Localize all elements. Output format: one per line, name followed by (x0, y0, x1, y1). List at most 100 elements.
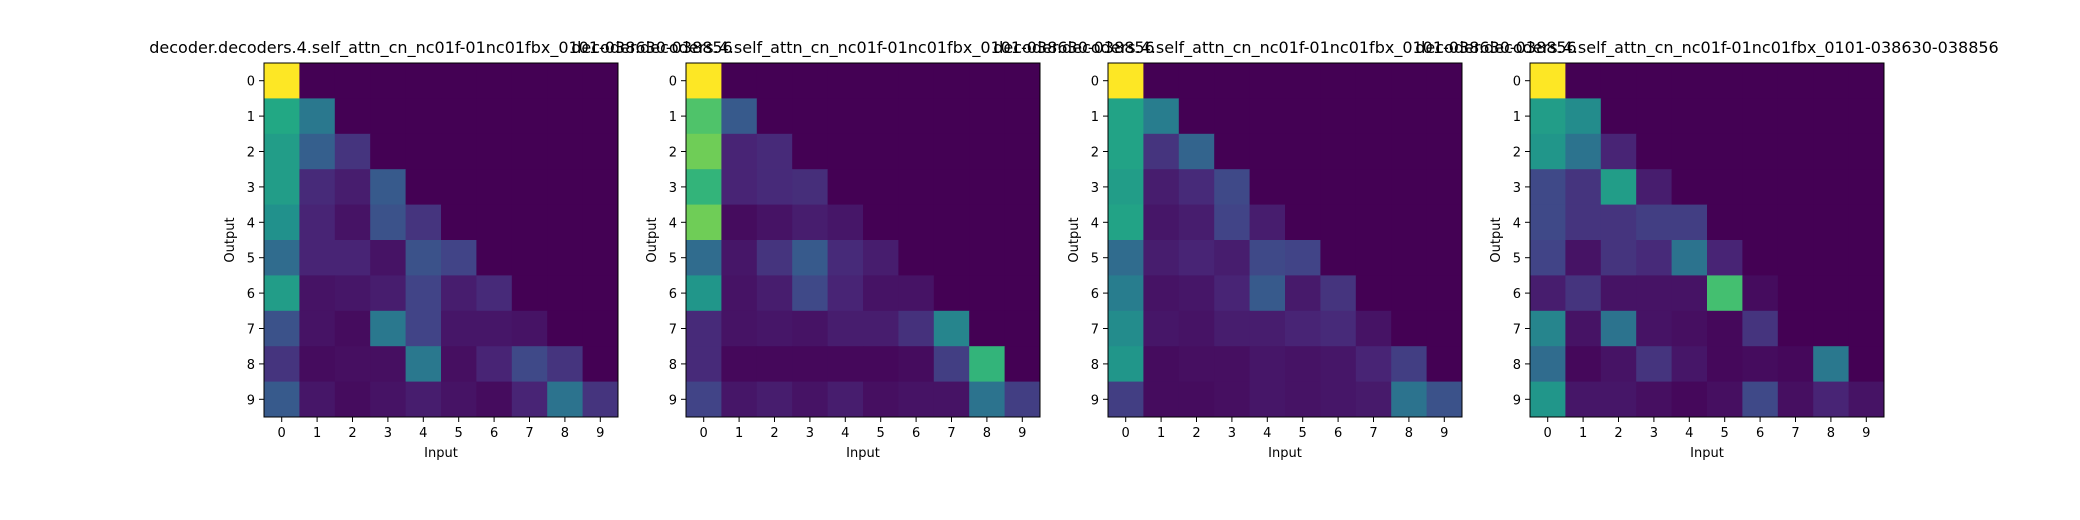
heatmap-cell (1600, 310, 1637, 347)
x-axis-label: Input (1268, 446, 1302, 461)
heatmap-cell (1214, 98, 1251, 135)
heatmap-cell (299, 240, 336, 276)
heatmap-cell (1848, 169, 1885, 206)
x-tick-label: 7 (1791, 426, 1799, 441)
heatmap-cell (1426, 310, 1463, 347)
heatmap-cell (1178, 133, 1215, 170)
heatmap-cell (1178, 310, 1215, 347)
y-tick-label: 2 (669, 146, 677, 161)
heatmap-cell (933, 310, 970, 347)
heatmap-cell (1742, 98, 1779, 135)
heatmap-cell (334, 204, 371, 241)
y-tick-label: 8 (247, 358, 255, 373)
x-axis-label: Input (1690, 446, 1724, 461)
heatmap-cell (405, 98, 442, 135)
heatmap-cell (476, 346, 513, 383)
heatmap-cell (1285, 169, 1321, 206)
heatmap-cell (969, 133, 1006, 170)
heatmap-cell (1178, 240, 1215, 276)
heatmap-cell (1143, 240, 1180, 276)
y-tick-label: 4 (1513, 216, 1521, 231)
heatmap-cell (582, 63, 619, 99)
y-tick-label: 4 (247, 216, 255, 231)
heatmap-cell (1707, 346, 1743, 383)
heatmap-cell (827, 133, 864, 170)
heatmap-cell (1742, 63, 1779, 99)
heatmap-cell (1813, 346, 1850, 383)
heatmap-cell (686, 169, 722, 206)
heatmap-cell (1355, 240, 1392, 276)
heatmap-cell (511, 98, 548, 135)
heatmap-cell (476, 98, 513, 135)
heatmap-cell (1143, 204, 1180, 241)
heatmap-cell (1707, 204, 1743, 241)
y-tick-label: 3 (1513, 181, 1521, 196)
heatmap-cell (1249, 275, 1286, 312)
heatmap-cell (1530, 133, 1566, 170)
heatmap-cell (863, 275, 899, 312)
heatmap-cell (582, 133, 619, 170)
heatmap-cell (1565, 204, 1602, 241)
heatmap-cell (1636, 133, 1673, 170)
heatmap-cell (1108, 275, 1144, 312)
heatmap-cell (1742, 310, 1779, 347)
heatmap-cell (1636, 98, 1673, 135)
heatmap-cell (264, 381, 300, 418)
heatmap-cell (1004, 98, 1041, 135)
heatmap-cell (370, 381, 407, 418)
heatmap-cell (1355, 169, 1392, 206)
heatmap-cell (1636, 169, 1673, 206)
heatmap-cell (1391, 98, 1428, 135)
heatmap-cell (1530, 346, 1566, 383)
heatmap-cell (1813, 310, 1850, 347)
heatmap-cell (863, 346, 899, 383)
chart-title: decoder.decoders.4.self_attn_cn_nc01f-01… (571, 38, 1154, 58)
y-tick-label: 5 (669, 252, 677, 267)
heatmap-cell (1108, 381, 1144, 418)
heatmap-cell (299, 204, 336, 241)
heatmap-cell (1813, 275, 1850, 312)
heatmap-cell (1600, 240, 1637, 276)
heatmap-cell (547, 169, 584, 206)
x-tick-label: 9 (1440, 426, 1448, 441)
heatmap-cell (370, 98, 407, 135)
heatmap-cell (1777, 275, 1814, 312)
heatmap-cell (1530, 98, 1566, 135)
heatmap-cell (1671, 98, 1708, 135)
heatmap-cell (1214, 346, 1251, 383)
heatmap-cell (1565, 63, 1602, 99)
heatmap-cell (1565, 275, 1602, 312)
heatmap-cell (1813, 240, 1850, 276)
heatmap-cell (756, 275, 793, 312)
heatmap-cell (721, 169, 758, 206)
y-tick-label: 4 (1091, 216, 1099, 231)
heatmap-cell (334, 63, 371, 99)
heatmap-cell (827, 346, 864, 383)
heatmap-cell (1848, 204, 1885, 241)
x-tick-label: 0 (1544, 426, 1552, 441)
heatmap-cell (1285, 381, 1321, 418)
y-tick-label: 6 (1091, 287, 1099, 302)
heatmap-cell (898, 63, 935, 99)
heatmap-cell (1530, 63, 1566, 99)
heatmap-cell (370, 169, 407, 206)
x-tick-label: 5 (1299, 426, 1307, 441)
heatmap-cell (1320, 63, 1357, 99)
heatmap-cell (405, 169, 442, 206)
heatmap-cell (1178, 98, 1215, 135)
heatmap-cell (1004, 133, 1041, 170)
heatmap-cell (1742, 204, 1779, 241)
heatmap-cell (863, 381, 899, 418)
x-tick-label: 2 (770, 426, 778, 441)
heatmap-cell (1777, 133, 1814, 170)
heatmap-cell (1391, 346, 1428, 383)
y-axis-label: Output (1489, 217, 1504, 262)
heatmap-cell (1671, 133, 1708, 170)
heatmap-cell (405, 240, 442, 276)
heatmap-cell (1671, 310, 1708, 347)
x-tick-label: 2 (348, 426, 356, 441)
heatmap-cell (1426, 63, 1463, 99)
y-tick-label: 1 (247, 110, 255, 125)
heatmap-cell (511, 346, 548, 383)
heatmap-cell (898, 310, 935, 347)
